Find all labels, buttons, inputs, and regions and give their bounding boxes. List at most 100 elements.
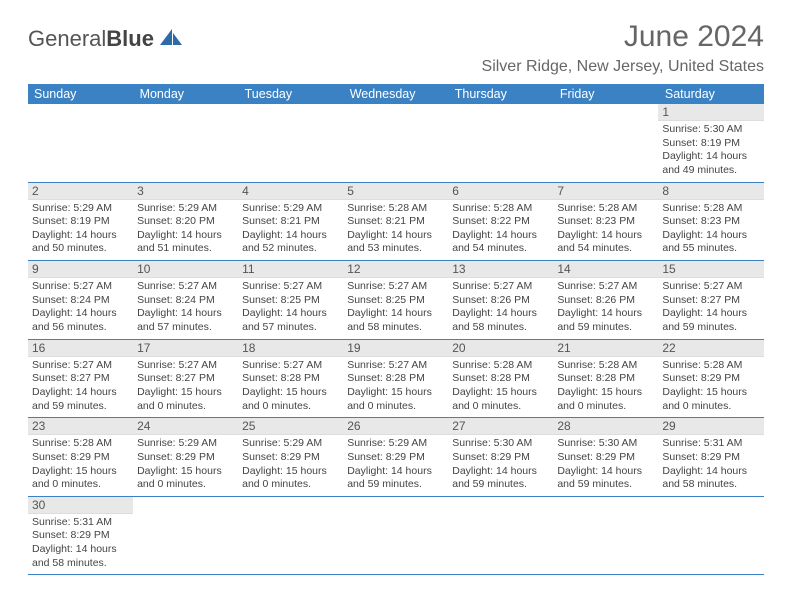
sunset-text: Sunset: 8:20 PM	[137, 215, 234, 229]
daylight-text: Daylight: 14 hours and 58 minutes.	[452, 307, 549, 334]
sunset-text: Sunset: 8:29 PM	[137, 451, 234, 465]
day-cell: 19Sunrise: 5:27 AMSunset: 8:28 PMDayligh…	[343, 339, 448, 418]
sail-icon	[158, 27, 184, 52]
day-info: Sunrise: 5:27 AMSunset: 8:24 PMDaylight:…	[28, 278, 133, 339]
day-cell: 28Sunrise: 5:30 AMSunset: 8:29 PMDayligh…	[553, 418, 658, 497]
day-number: 9	[28, 261, 133, 278]
empty-cell	[658, 496, 763, 575]
sunset-text: Sunset: 8:26 PM	[557, 294, 654, 308]
day-info: Sunrise: 5:27 AMSunset: 8:25 PMDaylight:…	[343, 278, 448, 339]
daylight-text: Daylight: 14 hours and 59 minutes.	[557, 307, 654, 334]
sunset-text: Sunset: 8:24 PM	[137, 294, 234, 308]
day-info: Sunrise: 5:28 AMSunset: 8:23 PMDaylight:…	[658, 200, 763, 261]
day-info: Sunrise: 5:27 AMSunset: 8:26 PMDaylight:…	[553, 278, 658, 339]
day-cell: 7Sunrise: 5:28 AMSunset: 8:23 PMDaylight…	[553, 182, 658, 261]
day-number: 4	[238, 183, 343, 200]
day-info: Sunrise: 5:28 AMSunset: 8:29 PMDaylight:…	[658, 357, 763, 418]
empty-cell	[448, 104, 553, 182]
day-number: 14	[553, 261, 658, 278]
day-info: Sunrise: 5:29 AMSunset: 8:29 PMDaylight:…	[238, 435, 343, 496]
day-number: 19	[343, 340, 448, 357]
daylight-text: Daylight: 14 hours and 59 minutes.	[347, 465, 444, 492]
day-info: Sunrise: 5:31 AMSunset: 8:29 PMDaylight:…	[28, 514, 133, 575]
daylight-text: Daylight: 15 hours and 0 minutes.	[137, 386, 234, 413]
daylight-text: Daylight: 15 hours and 0 minutes.	[347, 386, 444, 413]
sunset-text: Sunset: 8:23 PM	[662, 215, 759, 229]
day-number: 11	[238, 261, 343, 278]
calendar-week: 30Sunrise: 5:31 AMSunset: 8:29 PMDayligh…	[28, 496, 764, 575]
calendar-table: SundayMondayTuesdayWednesdayThursdayFrid…	[28, 84, 764, 575]
brand-part1: General	[28, 26, 106, 51]
daylight-text: Daylight: 15 hours and 0 minutes.	[137, 465, 234, 492]
daylight-text: Daylight: 15 hours and 0 minutes.	[242, 465, 339, 492]
day-number: 5	[343, 183, 448, 200]
day-cell: 15Sunrise: 5:27 AMSunset: 8:27 PMDayligh…	[658, 261, 763, 340]
day-info: Sunrise: 5:28 AMSunset: 8:28 PMDaylight:…	[553, 357, 658, 418]
calendar-week: 2Sunrise: 5:29 AMSunset: 8:19 PMDaylight…	[28, 182, 764, 261]
day-number: 3	[133, 183, 238, 200]
day-cell: 27Sunrise: 5:30 AMSunset: 8:29 PMDayligh…	[448, 418, 553, 497]
daylight-text: Daylight: 14 hours and 57 minutes.	[137, 307, 234, 334]
day-header: Saturday	[658, 84, 763, 104]
day-cell: 10Sunrise: 5:27 AMSunset: 8:24 PMDayligh…	[133, 261, 238, 340]
day-info: Sunrise: 5:27 AMSunset: 8:28 PMDaylight:…	[238, 357, 343, 418]
empty-cell	[553, 104, 658, 182]
calendar-week: 16Sunrise: 5:27 AMSunset: 8:27 PMDayligh…	[28, 339, 764, 418]
sunrise-text: Sunrise: 5:28 AM	[662, 359, 759, 373]
day-number: 1	[658, 104, 763, 121]
sunrise-text: Sunrise: 5:28 AM	[662, 202, 759, 216]
sunrise-text: Sunrise: 5:27 AM	[32, 359, 129, 373]
day-cell: 20Sunrise: 5:28 AMSunset: 8:28 PMDayligh…	[448, 339, 553, 418]
page-title: June 2024	[482, 20, 764, 54]
daylight-text: Daylight: 14 hours and 59 minutes.	[557, 465, 654, 492]
sunrise-text: Sunrise: 5:30 AM	[662, 123, 759, 137]
day-cell: 13Sunrise: 5:27 AMSunset: 8:26 PMDayligh…	[448, 261, 553, 340]
sunrise-text: Sunrise: 5:31 AM	[32, 516, 129, 530]
day-info: Sunrise: 5:27 AMSunset: 8:26 PMDaylight:…	[448, 278, 553, 339]
day-info: Sunrise: 5:30 AMSunset: 8:19 PMDaylight:…	[658, 121, 763, 182]
daylight-text: Daylight: 14 hours and 51 minutes.	[137, 229, 234, 256]
day-info: Sunrise: 5:28 AMSunset: 8:22 PMDaylight:…	[448, 200, 553, 261]
day-cell: 29Sunrise: 5:31 AMSunset: 8:29 PMDayligh…	[658, 418, 763, 497]
sunrise-text: Sunrise: 5:27 AM	[137, 359, 234, 373]
day-info: Sunrise: 5:28 AMSunset: 8:21 PMDaylight:…	[343, 200, 448, 261]
day-info: Sunrise: 5:28 AMSunset: 8:29 PMDaylight:…	[28, 435, 133, 496]
sunset-text: Sunset: 8:24 PM	[32, 294, 129, 308]
daylight-text: Daylight: 14 hours and 54 minutes.	[557, 229, 654, 256]
daylight-text: Daylight: 15 hours and 0 minutes.	[452, 386, 549, 413]
day-cell: 14Sunrise: 5:27 AMSunset: 8:26 PMDayligh…	[553, 261, 658, 340]
sunrise-text: Sunrise: 5:28 AM	[32, 437, 129, 451]
sunrise-text: Sunrise: 5:27 AM	[557, 280, 654, 294]
day-number: 30	[28, 497, 133, 514]
day-number: 23	[28, 418, 133, 435]
empty-cell	[28, 104, 133, 182]
day-header: Thursday	[448, 84, 553, 104]
empty-cell	[343, 104, 448, 182]
day-cell: 9Sunrise: 5:27 AMSunset: 8:24 PMDaylight…	[28, 261, 133, 340]
sunrise-text: Sunrise: 5:28 AM	[452, 359, 549, 373]
day-cell: 21Sunrise: 5:28 AMSunset: 8:28 PMDayligh…	[553, 339, 658, 418]
location-subtitle: Silver Ridge, New Jersey, United States	[482, 58, 764, 76]
day-info: Sunrise: 5:27 AMSunset: 8:28 PMDaylight:…	[343, 357, 448, 418]
title-block: June 2024 Silver Ridge, New Jersey, Unit…	[482, 20, 764, 76]
sunset-text: Sunset: 8:27 PM	[137, 372, 234, 386]
sunset-text: Sunset: 8:19 PM	[662, 137, 759, 151]
empty-cell	[238, 104, 343, 182]
sunset-text: Sunset: 8:29 PM	[347, 451, 444, 465]
sunset-text: Sunset: 8:21 PM	[242, 215, 339, 229]
day-cell: 25Sunrise: 5:29 AMSunset: 8:29 PMDayligh…	[238, 418, 343, 497]
day-number: 8	[658, 183, 763, 200]
day-number: 25	[238, 418, 343, 435]
sunset-text: Sunset: 8:22 PM	[452, 215, 549, 229]
day-cell: 3Sunrise: 5:29 AMSunset: 8:20 PMDaylight…	[133, 182, 238, 261]
sunset-text: Sunset: 8:27 PM	[32, 372, 129, 386]
empty-cell	[553, 496, 658, 575]
day-number: 6	[448, 183, 553, 200]
brand-logo: GeneralBlue	[28, 26, 184, 52]
day-number: 18	[238, 340, 343, 357]
sunrise-text: Sunrise: 5:27 AM	[452, 280, 549, 294]
day-number: 29	[658, 418, 763, 435]
daylight-text: Daylight: 14 hours and 57 minutes.	[242, 307, 339, 334]
day-cell: 12Sunrise: 5:27 AMSunset: 8:25 PMDayligh…	[343, 261, 448, 340]
calendar-week: 9Sunrise: 5:27 AMSunset: 8:24 PMDaylight…	[28, 261, 764, 340]
